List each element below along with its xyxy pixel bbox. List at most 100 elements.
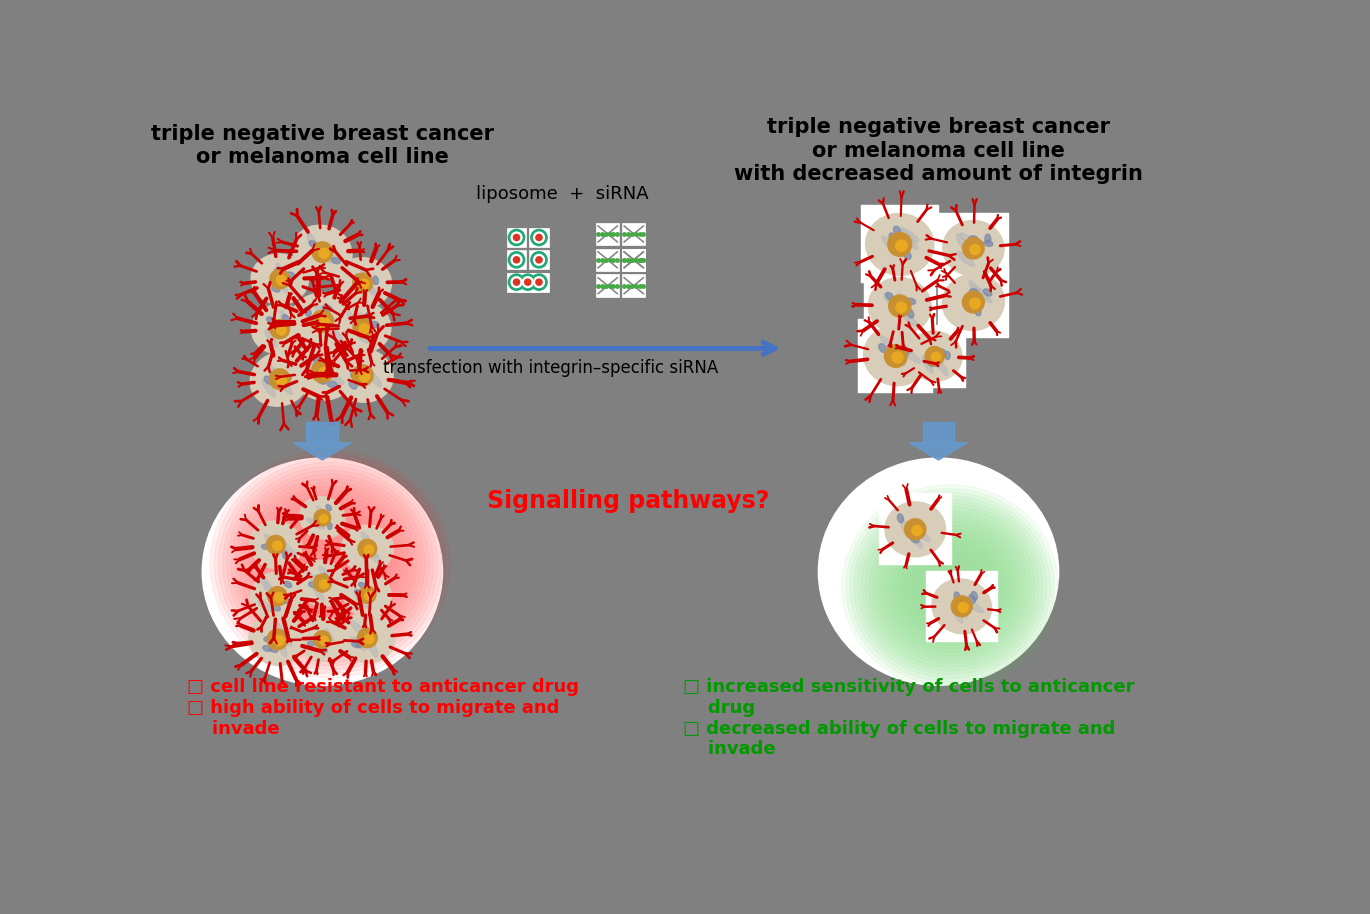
Ellipse shape (277, 263, 285, 282)
Ellipse shape (945, 351, 951, 359)
Ellipse shape (355, 590, 363, 604)
FancyBboxPatch shape (507, 228, 526, 247)
Ellipse shape (960, 233, 977, 250)
Ellipse shape (299, 617, 347, 662)
Ellipse shape (366, 314, 371, 322)
Circle shape (353, 273, 373, 292)
Ellipse shape (210, 451, 451, 677)
Ellipse shape (341, 525, 393, 572)
Circle shape (533, 232, 544, 243)
Text: □ cell line resistant to anticancer drug
□ high ability of cells to migrate and
: □ cell line resistant to anticancer drug… (186, 678, 578, 738)
Circle shape (319, 515, 327, 523)
Ellipse shape (882, 237, 900, 255)
Circle shape (911, 526, 922, 536)
Ellipse shape (271, 540, 286, 551)
Ellipse shape (351, 636, 366, 651)
Circle shape (314, 574, 332, 592)
Ellipse shape (315, 305, 334, 321)
Ellipse shape (315, 575, 323, 579)
Ellipse shape (893, 226, 900, 236)
Circle shape (277, 375, 286, 386)
Ellipse shape (264, 579, 273, 597)
Ellipse shape (274, 622, 285, 640)
Circle shape (274, 635, 285, 645)
FancyBboxPatch shape (859, 319, 933, 393)
Ellipse shape (270, 646, 278, 653)
Ellipse shape (900, 518, 911, 538)
Ellipse shape (278, 377, 292, 394)
FancyBboxPatch shape (903, 324, 966, 388)
Ellipse shape (911, 537, 919, 543)
Circle shape (530, 229, 547, 246)
Ellipse shape (969, 280, 981, 300)
Ellipse shape (271, 286, 279, 292)
Ellipse shape (845, 489, 1055, 686)
Circle shape (508, 229, 525, 246)
Ellipse shape (327, 523, 332, 529)
Circle shape (533, 254, 544, 265)
FancyBboxPatch shape (529, 228, 548, 247)
Ellipse shape (349, 381, 356, 389)
Circle shape (508, 251, 525, 268)
Ellipse shape (943, 274, 1004, 331)
Ellipse shape (364, 314, 373, 320)
Ellipse shape (251, 352, 310, 406)
Ellipse shape (264, 376, 271, 384)
Ellipse shape (274, 269, 292, 281)
Circle shape (963, 238, 984, 259)
Ellipse shape (326, 505, 332, 511)
Circle shape (359, 279, 370, 289)
Ellipse shape (863, 326, 927, 386)
Circle shape (536, 279, 543, 285)
Ellipse shape (284, 581, 292, 588)
Circle shape (270, 369, 290, 389)
Ellipse shape (985, 234, 991, 243)
Circle shape (319, 367, 330, 378)
FancyBboxPatch shape (922, 421, 955, 442)
Ellipse shape (290, 343, 355, 400)
Ellipse shape (907, 528, 917, 535)
FancyBboxPatch shape (596, 249, 619, 271)
Ellipse shape (307, 232, 318, 251)
Ellipse shape (270, 371, 277, 380)
Ellipse shape (316, 250, 334, 263)
Ellipse shape (277, 274, 288, 292)
Circle shape (359, 371, 370, 382)
Ellipse shape (878, 344, 886, 353)
Ellipse shape (222, 462, 437, 665)
Ellipse shape (312, 586, 325, 600)
Ellipse shape (866, 214, 934, 275)
Ellipse shape (258, 600, 274, 612)
Circle shape (511, 232, 522, 243)
Ellipse shape (356, 590, 363, 595)
Circle shape (267, 629, 288, 650)
Ellipse shape (366, 551, 373, 557)
Circle shape (888, 232, 911, 256)
Ellipse shape (300, 496, 345, 539)
Ellipse shape (970, 289, 978, 295)
Ellipse shape (251, 254, 308, 304)
Ellipse shape (901, 346, 910, 355)
Ellipse shape (277, 638, 286, 657)
Ellipse shape (251, 572, 304, 621)
Ellipse shape (203, 458, 443, 686)
Circle shape (314, 631, 332, 648)
Ellipse shape (252, 304, 308, 354)
Ellipse shape (308, 582, 315, 588)
Circle shape (267, 587, 288, 606)
Ellipse shape (321, 511, 325, 518)
Ellipse shape (310, 357, 327, 373)
Ellipse shape (321, 635, 327, 640)
Ellipse shape (355, 590, 362, 595)
FancyBboxPatch shape (518, 272, 537, 292)
Ellipse shape (363, 547, 378, 558)
Text: transfection with integrin–specific siRNA: transfection with integrin–specific siRN… (384, 359, 719, 377)
Circle shape (525, 279, 530, 285)
Circle shape (359, 324, 369, 334)
Circle shape (358, 628, 377, 648)
Circle shape (353, 318, 373, 337)
Circle shape (508, 274, 525, 291)
Circle shape (514, 279, 519, 285)
Circle shape (514, 234, 519, 240)
FancyBboxPatch shape (622, 274, 645, 297)
